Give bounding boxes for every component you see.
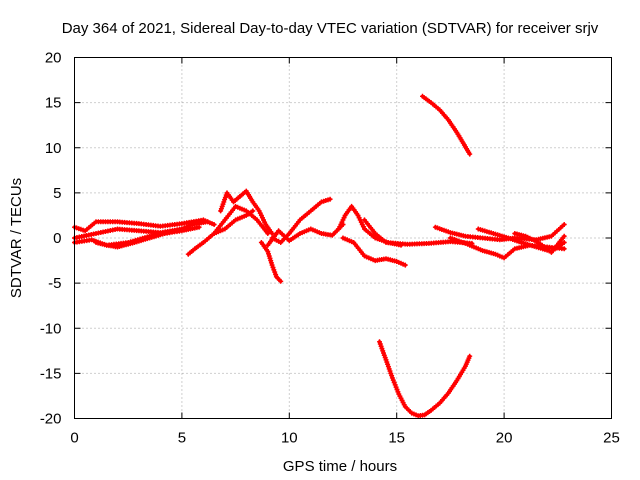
y-tick-label: 15 — [45, 95, 62, 112]
data-point — [265, 231, 271, 236]
data-point — [269, 231, 275, 236]
series-arc-5 — [185, 208, 256, 257]
x-tick-label: 10 — [281, 430, 298, 447]
series-arc-12 — [340, 235, 408, 268]
data-point — [278, 278, 284, 284]
x-tick-label: 5 — [178, 430, 186, 447]
y-axis-label: SDTVAR / TECUs — [8, 178, 25, 298]
x-tick-label: 15 — [388, 430, 405, 447]
y-tick-label: 5 — [53, 185, 61, 202]
y-tick-label: -20 — [40, 411, 62, 428]
x-tick-label: 25 — [603, 430, 620, 447]
series-arc-7 — [211, 203, 271, 236]
y-tick-label: -5 — [48, 275, 61, 292]
y-tick-label: -15 — [40, 365, 62, 382]
series-arc-4 — [93, 226, 185, 250]
data-point — [327, 196, 333, 202]
x-tick-label: 20 — [496, 430, 513, 447]
series-arc-10 — [269, 196, 333, 245]
data-point — [561, 246, 567, 252]
data-point — [561, 240, 567, 245]
series-arc-19 — [512, 231, 567, 255]
plot-frame — [74, 57, 612, 419]
series-arc-8 — [258, 240, 284, 284]
y-tick-label: 10 — [45, 140, 62, 157]
series-arc-13 — [362, 217, 475, 247]
series-arc-6 — [218, 188, 275, 236]
data-point — [270, 264, 276, 270]
data-point — [561, 222, 567, 227]
series-arc-1 — [72, 217, 217, 234]
data-point — [211, 222, 217, 227]
x-axis-label: GPS time / hours — [283, 458, 397, 475]
data-point — [467, 151, 473, 157]
data-point — [272, 269, 278, 275]
chart-title: Day 364 of 2021, Sidereal Day-to-day VTE… — [62, 20, 599, 37]
y-tick-label: -10 — [40, 320, 62, 337]
series-arc-14 — [377, 339, 473, 419]
y-tick-label: 0 — [53, 230, 61, 247]
series-arc-15 — [420, 93, 473, 157]
data-point — [392, 382, 398, 388]
y-tick-label: 20 — [45, 50, 62, 67]
series-arc-9 — [265, 222, 346, 248]
data-point — [196, 224, 202, 230]
data-point — [179, 226, 185, 232]
data-series — [72, 93, 567, 419]
x-tick-label: 0 — [70, 430, 78, 447]
data-point — [467, 353, 473, 359]
data-point — [561, 233, 567, 239]
data-point — [205, 219, 211, 225]
data-point — [402, 262, 408, 268]
data-point — [250, 208, 256, 214]
